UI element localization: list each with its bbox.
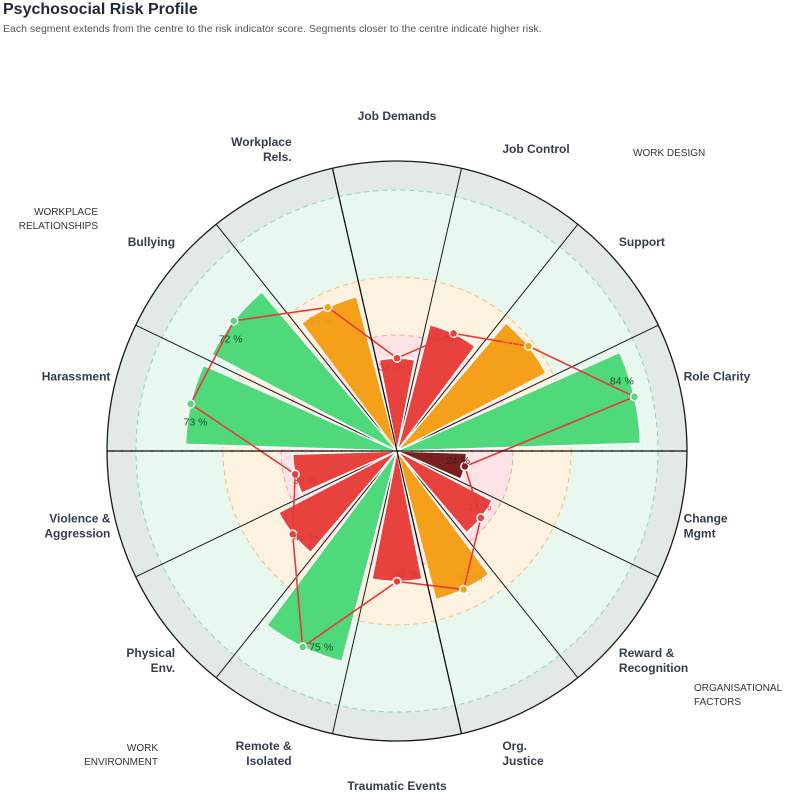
score-point (392, 353, 402, 363)
score-point (229, 316, 239, 326)
group-divider (331, 168, 463, 734)
spoke-line (396, 168, 463, 452)
score-point (458, 584, 469, 595)
category-label: Org. Justice (502, 739, 544, 768)
value-label: 55 % (309, 315, 333, 327)
category-label: Reward & Recognition (619, 646, 688, 675)
score-point (290, 469, 300, 479)
value-label: 45 % (395, 568, 419, 580)
chart-title: Psychosocial Risk Profile (3, 1, 198, 18)
value-label: 45 % (429, 332, 453, 344)
spoke-line (135, 450, 398, 578)
score-point (629, 392, 640, 402)
group-label: WORKPLACE RELATIONSHIPS (19, 207, 99, 232)
category-label: Change Mgmt (684, 512, 728, 541)
value-label: 58 % (502, 337, 526, 349)
category-label: Traumatic Events (347, 779, 447, 792)
score-point (392, 576, 402, 587)
score-point (476, 513, 486, 523)
group-label: WORK ENVIRONMENT (84, 743, 158, 768)
value-label: 73 % (183, 416, 207, 428)
category-label: Violence & Aggression (44, 512, 110, 541)
score-point (448, 328, 459, 339)
category-label: Physical Env. (126, 646, 175, 675)
value-label: 75 % (309, 641, 333, 653)
group-divider (331, 168, 463, 734)
group-label: ORGANISATIONAL FACTORS (694, 683, 783, 708)
category-label: Role Clarity (684, 369, 751, 383)
spoke-line (135, 324, 398, 452)
spoke-line (331, 450, 398, 734)
score-point (460, 461, 470, 472)
category-label: Bullying (128, 235, 175, 249)
score-point (287, 529, 298, 539)
spoke-line (396, 450, 659, 578)
value-label: 84 % (610, 376, 634, 388)
value-label: 53 % (458, 572, 482, 584)
score-point (523, 341, 534, 351)
category-label: Remote & Isolated (236, 739, 292, 768)
chart-subtitle: Each segment extends from the centre to … (3, 23, 542, 35)
value-label: 46 % (293, 532, 317, 544)
category-label: Job Control (502, 142, 569, 156)
value-label: 72 % (219, 334, 243, 346)
spoke-line (396, 223, 579, 452)
spoke-line (215, 223, 398, 452)
value-label: 36 % (293, 475, 317, 487)
value-label: 37 % (467, 502, 491, 514)
category-label: Support (619, 235, 665, 249)
category-label: Harassment (42, 369, 111, 383)
value-label: 32 % (378, 361, 402, 373)
score-point (185, 399, 196, 409)
value-label: 24 % (446, 455, 470, 467)
category-label: Job Demands (358, 109, 437, 123)
spoke-line (215, 450, 398, 679)
spoke-line (396, 324, 659, 452)
spoke-line (396, 450, 579, 679)
category-label: Workplace Rels. (231, 135, 292, 164)
score-point (297, 642, 308, 652)
group-label: WORK DESIGN (633, 148, 705, 159)
score-point (323, 302, 333, 313)
